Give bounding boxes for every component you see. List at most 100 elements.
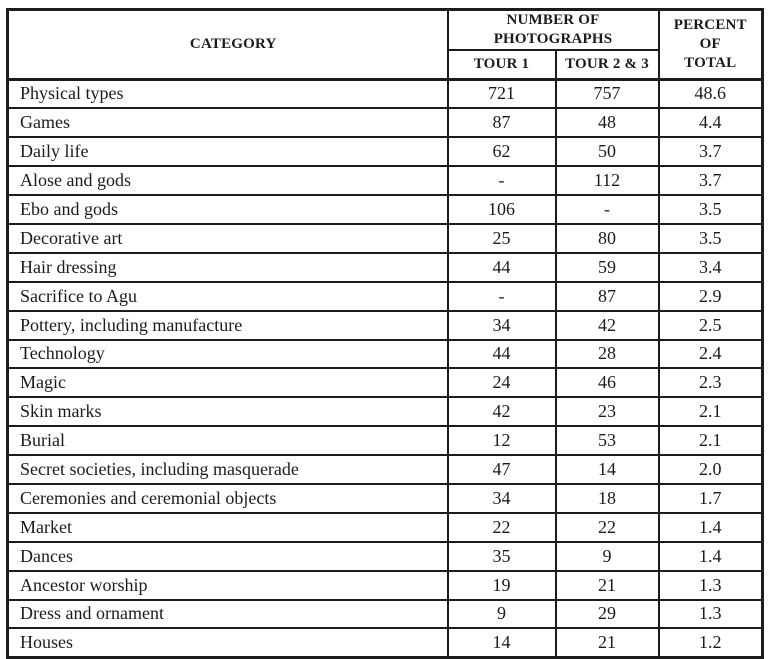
percent-cell: 2.3 [657, 367, 764, 399]
percent-cell: 2.4 [657, 338, 764, 370]
tour1-cell: 9 [446, 598, 557, 630]
tour23-cell: 9 [554, 540, 660, 572]
table-row: Skin marks 42 23 2.1 [6, 396, 764, 428]
tour1-cell: 34 [446, 482, 557, 514]
percent-cell: 2.9 [657, 280, 764, 312]
table-row: Physical types 721 757 48.6 [6, 77, 764, 110]
percent-cell: 1.2 [657, 627, 764, 659]
header-row-main: CATEGORY NUMBER OF PHOTOGRAPHS PERCENT O… [6, 8, 764, 81]
category-cell: Dances [6, 540, 449, 572]
tour23-cell: 48 [554, 107, 660, 139]
header-tour-1: TOUR 1 [446, 48, 557, 81]
tour23-cell: 42 [554, 309, 660, 341]
table-row: Dances 35 9 1.4 [6, 540, 764, 572]
header-percent-of-total-label: PERCENT OF TOTAL [673, 17, 747, 71]
percent-cell: 3.7 [657, 136, 764, 168]
table-row: Burial 12 53 2.1 [6, 425, 764, 457]
table-row: Ebo and gods 106 - 3.5 [6, 194, 764, 225]
tour1-cell: 62 [446, 136, 557, 168]
category-cell: Daily life [6, 136, 449, 168]
category-cell: Sacrifice to Agu [6, 280, 449, 312]
tour1-cell: 14 [446, 627, 557, 659]
tour23-cell: 21 [554, 627, 660, 659]
percent-cell: 2.0 [657, 454, 764, 485]
category-cell: Games [6, 107, 449, 139]
percent-cell: 4.4 [657, 107, 764, 139]
table-row: Technology 44 28 2.4 [6, 338, 764, 370]
category-cell: Ebo and gods [6, 194, 449, 225]
header-number-of-photographs-label: NUMBER OF PHOTOGRAPHS [493, 12, 613, 47]
tour23-cell: 50 [554, 136, 660, 168]
percent-cell: 3.4 [657, 251, 764, 283]
table-row: Market 22 22 1.4 [6, 511, 764, 543]
tour23-cell: 14 [554, 454, 660, 485]
tour1-cell: 721 [446, 77, 557, 110]
tour23-cell: 757 [554, 77, 660, 110]
tour1-cell: 12 [446, 425, 557, 457]
tour1-cell: 34 [446, 309, 557, 341]
tour1-cell: 87 [446, 107, 557, 139]
tour1-cell: 22 [446, 511, 557, 543]
tour23-cell: 59 [554, 251, 660, 283]
tour1-cell: 35 [446, 540, 557, 572]
header-percent-of-total: PERCENT OF TOTAL [657, 8, 764, 81]
category-cell: Ancestor worship [6, 569, 449, 601]
tour23-cell: 112 [554, 165, 660, 197]
category-cell: Secret societies, including masquerade [6, 454, 449, 485]
table-row: Alose and gods - 112 3.7 [6, 165, 764, 197]
percent-cell: 3.5 [657, 194, 764, 225]
tour1-cell: 24 [446, 367, 557, 399]
header-row-tours: TOUR 1 TOUR 2 & 3 [8, 48, 763, 81]
category-cell: Houses [6, 627, 449, 659]
percent-cell: 3.5 [657, 222, 764, 254]
percent-cell: 1.3 [657, 598, 764, 630]
percent-cell: 2.1 [657, 425, 764, 457]
percent-cell: 2.5 [657, 309, 764, 341]
table-row: Ancestor worship 19 21 1.3 [6, 569, 764, 601]
percent-cell: 1.4 [657, 511, 764, 543]
tour1-cell: 19 [446, 569, 557, 601]
tour1-cell: 44 [446, 251, 557, 283]
tour23-cell: - [554, 194, 660, 225]
tour1-cell: 25 [446, 222, 557, 254]
table-row: Daily life 62 50 3.7 [6, 136, 764, 168]
category-cell: Pottery, including manufacture [6, 309, 449, 341]
tour23-cell: 21 [554, 569, 660, 601]
category-cell: Dress and ornament [6, 598, 449, 630]
table-row: Sacrifice to Agu - 87 2.9 [6, 280, 764, 312]
table-row: Houses 14 21 1.2 [6, 627, 764, 659]
tour23-cell: 28 [554, 338, 660, 370]
tour1-cell: - [446, 165, 557, 197]
photograph-category-table: CATEGORY NUMBER OF PHOTOGRAPHS PERCENT O… [6, 8, 764, 659]
category-cell: Burial [6, 425, 449, 457]
percent-cell: 1.7 [657, 482, 764, 514]
percent-cell: 2.1 [657, 396, 764, 428]
category-cell: Hair dressing [6, 251, 449, 283]
table-row: Dress and ornament 9 29 1.3 [6, 598, 764, 630]
table-row: Hair dressing 44 59 3.4 [6, 251, 764, 283]
tour23-cell: 23 [554, 396, 660, 428]
table-row: Games 87 48 4.4 [6, 107, 764, 139]
table-row: Ceremonies and ceremonial objects 34 18 … [6, 482, 764, 514]
category-cell: Alose and gods [6, 165, 449, 197]
tour23-cell: 46 [554, 367, 660, 399]
category-cell: Market [6, 511, 449, 543]
header-number-of-photographs: NUMBER OF PHOTOGRAPHS [446, 8, 660, 51]
tour23-cell: 53 [554, 425, 660, 457]
tour1-cell: 44 [446, 338, 557, 370]
header-tour-2-3: TOUR 2 & 3 [554, 48, 660, 81]
tour23-cell: 22 [554, 511, 660, 543]
percent-cell: 3.7 [657, 165, 764, 197]
tour23-cell: 18 [554, 482, 660, 514]
tour1-cell: 47 [446, 454, 557, 485]
tour23-cell: 29 [554, 598, 660, 630]
category-cell: Decorative art [6, 222, 449, 254]
table-header: CATEGORY NUMBER OF PHOTOGRAPHS PERCENT O… [6, 8, 764, 81]
table-row: Pottery, including manufacture 34 42 2.5 [6, 309, 764, 341]
percent-cell: 1.4 [657, 540, 764, 572]
table-row: Decorative art 25 80 3.5 [6, 222, 764, 254]
table-body: Physical types 721 757 48.6 Games 87 48 … [6, 77, 764, 659]
percent-cell: 1.3 [657, 569, 764, 601]
tour1-cell: 42 [446, 396, 557, 428]
tour1-cell: 106 [446, 194, 557, 225]
